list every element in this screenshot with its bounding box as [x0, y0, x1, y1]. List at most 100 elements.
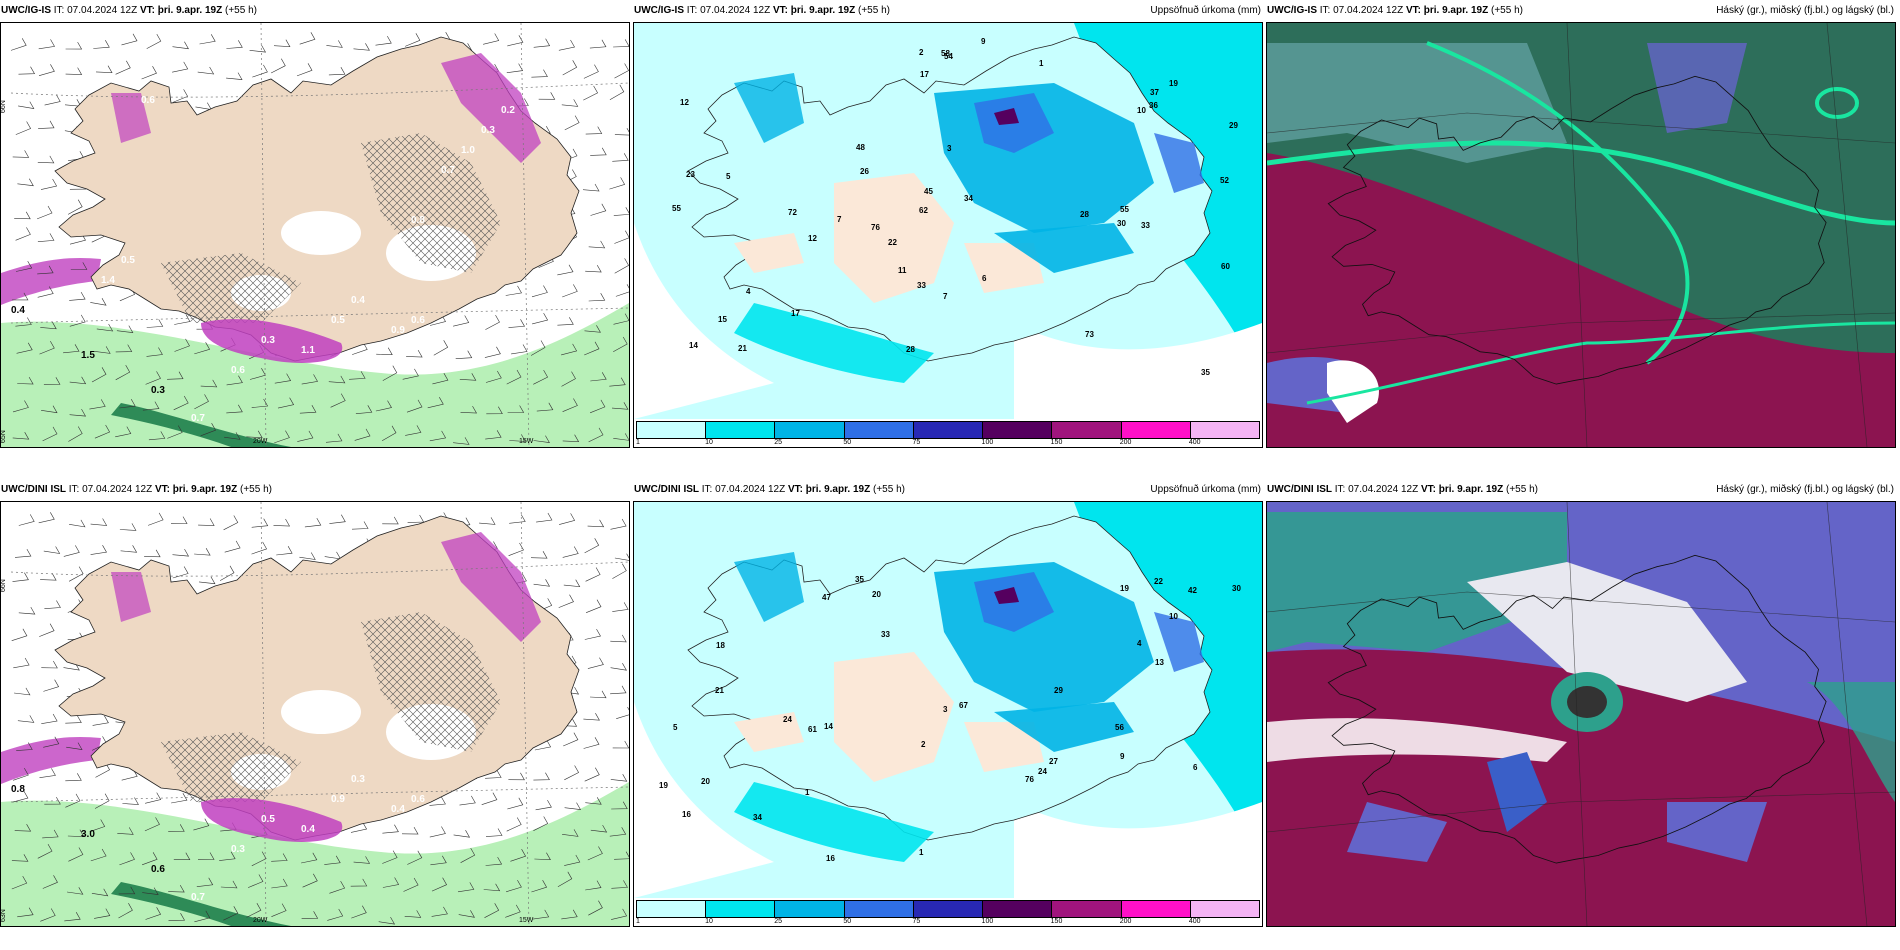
wind-barb: [68, 566, 84, 582]
vt-label: VT:: [787, 484, 803, 495]
map-panel-accum: UWC/DINI ISL IT: 07.04.2024 12Z VT: þri.…: [633, 479, 1263, 927]
colorbar-swatch: [844, 901, 914, 917]
wind-barb: [532, 312, 549, 325]
vt-label: VT:: [139, 5, 155, 16]
wind-barb: [271, 853, 288, 862]
wind-barb: [612, 153, 629, 162]
wind-barb: [329, 514, 346, 524]
wind-barb: [43, 546, 61, 554]
wind-barb: [39, 340, 55, 355]
wind-barb: [141, 66, 157, 80]
wind-barb: [41, 713, 58, 724]
wind-barb: [325, 433, 343, 443]
wind-barb: [17, 376, 34, 385]
wind-barb: [194, 548, 211, 556]
model-source: UWC/IG-IS: [1267, 5, 1317, 16]
wind-barb: [64, 912, 81, 922]
map-canvas: 4 5 1 10 16 29 33 30 21 19 18 14 20 16 24 76 42 61 67 47 34 2…: [633, 501, 1263, 927]
lead-time: (+55 h): [1506, 484, 1538, 495]
wind-barb: [299, 405, 317, 414]
wind-barb: [94, 908, 111, 919]
wind-barb: [144, 549, 161, 558]
wind-barb: [382, 877, 400, 888]
colorbar-swatch: [983, 901, 1053, 917]
wind-barb: [533, 38, 551, 48]
value-label: 29: [1229, 121, 1238, 130]
wind-barb: [270, 58, 286, 74]
wind-barb: [530, 551, 548, 559]
wind-barb: [324, 855, 341, 865]
wind-barb: [147, 512, 164, 526]
wind-barb: [296, 63, 313, 77]
wind-barb: [118, 903, 133, 919]
wind-barb: [611, 402, 629, 410]
wind-barb: [406, 399, 423, 413]
wind-barb: [40, 178, 58, 190]
lat-label: 66N: [1, 100, 7, 113]
wind-barb: [509, 434, 526, 442]
value-label: 45: [924, 187, 933, 196]
wind-barb: [94, 346, 111, 354]
wind-barb: [14, 211, 31, 220]
wind-barb: [564, 854, 581, 866]
colorbar-tick: 75: [912, 439, 921, 446]
lead-time: (+55 h): [225, 5, 257, 16]
value-label: 15: [718, 315, 727, 324]
vt-value: þri. 9.apr. 19Z: [172, 484, 238, 495]
vt-label: VT:: [1420, 484, 1436, 495]
wind-barb: [12, 572, 29, 582]
vt-value: þri. 9.apr. 19Z: [1423, 5, 1489, 16]
wind-barb: [69, 291, 86, 301]
value-label: 0.9: [331, 794, 345, 805]
wind-barb: [562, 434, 580, 443]
colorbar-tick: 1: [636, 918, 640, 925]
colorbar-tick: 400: [1188, 439, 1201, 446]
value-label: 34: [753, 813, 762, 822]
value-label: 7: [837, 215, 842, 224]
wind-barb: [36, 205, 53, 220]
wind-barb: [119, 398, 136, 409]
wind-barb: [350, 821, 368, 833]
colorbar-tick: 10: [705, 918, 713, 925]
wind-barb: [376, 347, 393, 356]
wind-barb: [611, 908, 628, 920]
wind-barb: [41, 405, 58, 414]
wind-barb: [453, 315, 470, 327]
wind-barb: [194, 910, 211, 923]
wind-barb: [11, 875, 28, 890]
value-label: 3: [947, 144, 952, 153]
wind-barb: [485, 828, 503, 837]
colorbar-swatch: [1052, 422, 1122, 438]
colorbar-tick: 150: [1050, 439, 1063, 446]
wind-barb: [145, 792, 162, 804]
value-label: 30: [1117, 219, 1126, 228]
wind-barb: [613, 336, 628, 353]
wind-barb: [122, 797, 139, 805]
value-label: 17: [920, 70, 929, 79]
wind-barb: [610, 774, 628, 782]
wind-barb: [115, 364, 131, 381]
wind-barb: [536, 402, 554, 412]
colorbar-swatch: [637, 422, 707, 438]
value-label: 21: [738, 344, 747, 353]
wind-barb: [382, 365, 398, 381]
wind-barb: [168, 913, 186, 921]
wind-barb: [11, 628, 28, 641]
wind-barb: [299, 32, 316, 45]
value-label: 1.1: [301, 345, 315, 356]
wind-barb: [582, 183, 600, 192]
wind-barb: [144, 817, 160, 832]
wind-barb: [67, 829, 85, 838]
colorbar-swatch: [983, 422, 1053, 438]
value-label: 67: [959, 701, 968, 710]
value-label: 0.3: [261, 335, 275, 346]
vt-label: VT:: [772, 5, 788, 16]
wind-barb: [483, 883, 501, 892]
wind-barb: [41, 660, 58, 669]
wind-barb: [350, 878, 368, 887]
map-canvas: 0.4 1.5 0.3 0.7 0.6 0.3 1.1 0.5 0.4 0.9 0.6 0.7 1.0 0…: [0, 22, 630, 448]
vt-value: þri. 9.apr. 19Z: [805, 484, 871, 495]
wind-barb: [37, 286, 54, 298]
value-label: 52: [1220, 176, 1229, 185]
value-label: 76: [871, 223, 880, 232]
